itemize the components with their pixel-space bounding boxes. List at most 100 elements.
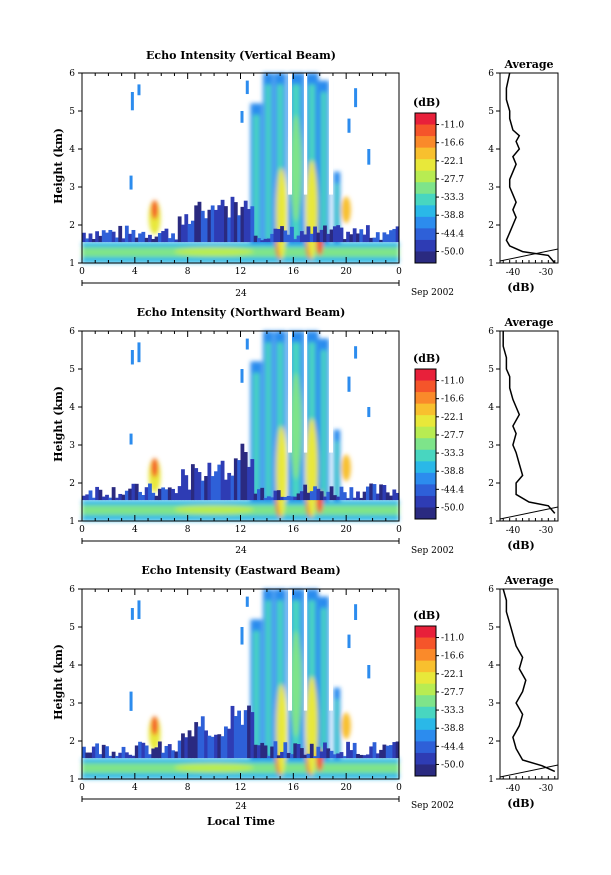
- echo-cell: [161, 231, 166, 243]
- echo-cell: [323, 225, 327, 243]
- echo-cell: [286, 752, 291, 759]
- avg-y-tick-label: 3: [488, 183, 494, 193]
- echo-cell: [385, 745, 390, 759]
- echo-cell: [187, 730, 192, 759]
- echo-cell: [161, 752, 166, 759]
- colorbar-frame: [414, 625, 437, 777]
- echo-cell: [151, 238, 156, 243]
- echo-cell: [346, 741, 350, 759]
- colorbar-unit: (dB): [413, 352, 440, 365]
- avg-x-label: (dB): [507, 281, 534, 294]
- echo-cell: [356, 233, 360, 243]
- y-tick-label: 5: [69, 623, 75, 633]
- echo-cell: [273, 490, 278, 501]
- echo-cell: [230, 475, 235, 501]
- colorbar-swatch: [415, 695, 436, 708]
- echo-cell: [290, 226, 294, 243]
- echo-speck: [137, 600, 141, 620]
- y-tick-label: 1: [69, 775, 75, 785]
- colorbar-swatch: [415, 507, 436, 520]
- echo-cell: [204, 476, 208, 501]
- echo-cell: [323, 742, 327, 759]
- colorbar-label: -44.4: [441, 485, 464, 495]
- echo-speck: [367, 665, 371, 679]
- convective-core: [265, 600, 271, 757]
- x-tick-label: 8: [185, 783, 191, 793]
- echo-cell: [214, 734, 218, 759]
- colorbar-label: -16.6: [441, 139, 464, 149]
- x-tick-label: 20: [340, 267, 352, 277]
- echo-cell: [167, 744, 172, 759]
- colorbar-label: -33.3: [441, 193, 464, 203]
- echo-speck: [347, 118, 351, 133]
- echo-cell: [204, 730, 208, 759]
- echo-cell: [95, 486, 100, 501]
- echo-speck: [130, 92, 134, 111]
- echo-cell: [342, 492, 347, 501]
- y-tick-label: 6: [69, 327, 75, 337]
- echo-cell: [270, 233, 275, 243]
- echo-cell: [309, 491, 314, 501]
- colorbar-swatch: [415, 147, 436, 160]
- echo-cell: [306, 226, 311, 243]
- echo-cell: [108, 229, 113, 243]
- colorbar-label: -22.1: [441, 670, 464, 680]
- colorbar-label: -50.0: [441, 760, 464, 770]
- echo-cell: [157, 741, 162, 759]
- heatmap-plot: [82, 331, 400, 521]
- heatmap-plot: [82, 73, 400, 263]
- echo-cell: [266, 238, 271, 243]
- echo-cell: [375, 493, 380, 501]
- echo-cell: [204, 218, 208, 243]
- echo-cell: [336, 496, 341, 501]
- echo-cell: [293, 743, 298, 759]
- echo-cell: [148, 234, 152, 243]
- echo-cell: [141, 742, 146, 759]
- echo-cell: [286, 234, 291, 243]
- echo-cell: [299, 748, 304, 759]
- echo-cell: [293, 496, 298, 501]
- echo-cell: [286, 495, 291, 501]
- echo-cell: [365, 754, 370, 759]
- colorbar-label: -22.1: [441, 413, 464, 423]
- y-tick-label: 1: [69, 517, 75, 527]
- avg-y-tick-label: 3: [488, 699, 494, 709]
- data-gap: [303, 331, 308, 453]
- echo-cell: [319, 229, 324, 243]
- echo-cell: [247, 705, 251, 759]
- rain-core: [276, 426, 287, 518]
- echo-cell: [237, 215, 241, 243]
- echo-speck: [367, 149, 371, 165]
- echo-cell: [233, 202, 238, 243]
- rain-core: [174, 247, 254, 257]
- avg-y-tick-label: 4: [488, 661, 494, 671]
- echo-cell: [141, 231, 146, 243]
- echo-cell: [352, 742, 357, 759]
- echo-cell: [379, 484, 383, 501]
- echo-cell: [379, 239, 383, 243]
- echo-cell: [392, 228, 397, 243]
- echo-cell: [157, 233, 162, 243]
- echo-cell: [260, 240, 265, 243]
- colorbar-swatch: [415, 461, 436, 474]
- y-tick-label: 2: [69, 479, 75, 489]
- y-tick-label: 1: [69, 259, 75, 269]
- echo-cell: [210, 205, 215, 243]
- y-tick-label: 5: [69, 365, 75, 375]
- convective-core: [265, 342, 271, 499]
- echo-cell: [250, 712, 255, 759]
- echo-cell: [164, 489, 169, 501]
- echo-cell: [223, 479, 228, 501]
- colorbar-swatch: [415, 672, 436, 685]
- echo-cell: [128, 754, 133, 759]
- rain-core: [290, 372, 302, 480]
- echo-cell: [154, 747, 159, 759]
- colorbar-swatch: [415, 637, 436, 650]
- colorbar-swatch: [415, 369, 436, 382]
- echo-cell: [167, 238, 172, 243]
- convective-core: [253, 114, 260, 241]
- echo-cell: [210, 476, 215, 501]
- echo-cell: [266, 756, 271, 759]
- colorbar-swatch: [415, 182, 436, 195]
- colorbar: -11.0 -16.6 -22.1 -27.7 -33.3 -38.8 -44.4 -50.0: [414, 368, 464, 520]
